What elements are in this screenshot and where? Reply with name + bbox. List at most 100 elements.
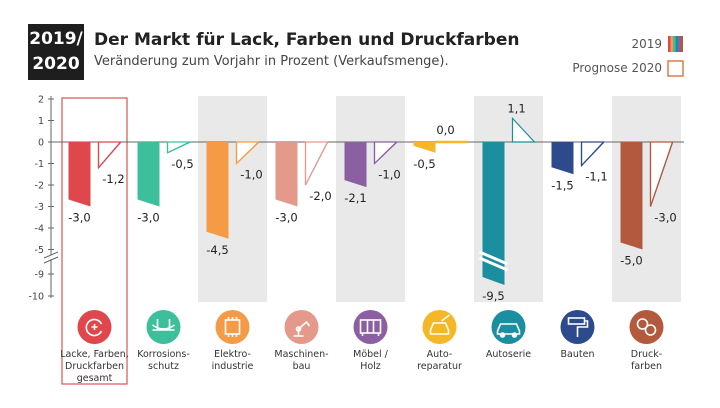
value-label-2020: -2,0: [309, 189, 331, 203]
car-icon: [491, 310, 526, 344]
bar-2019: [137, 142, 160, 207]
y-tick-label: -2: [35, 181, 44, 192]
bar-2019: [344, 142, 367, 188]
axis-break-gap: [43, 252, 59, 262]
cabinet: [359, 319, 382, 334]
roller-handle: [576, 320, 589, 337]
wrench-car-icon-glyph: [429, 314, 450, 335]
legend-stripe: [668, 36, 671, 52]
category-label: Autoserie: [486, 349, 531, 360]
bar-2020-outline: [373, 141, 397, 164]
car-wheel: [511, 332, 518, 338]
plus-mark: [91, 324, 98, 330]
category-label: Elektro-: [214, 349, 251, 360]
bar-2019: [413, 142, 436, 153]
category-label: gesamt: [77, 373, 113, 384]
chart-subtitle: Veränderung zum Vorjahr in Prozent (Verk…: [94, 54, 449, 69]
legend-label-forecast: Prognose 2020: [572, 61, 662, 75]
value-label-2020: -3,0: [654, 211, 676, 225]
bar-2019: [620, 142, 643, 250]
value-label-2019: -2,1: [344, 191, 366, 205]
y-tick-label: -10: [28, 292, 44, 303]
bridge-lines: [152, 319, 175, 331]
bar-2020-outline: [97, 141, 121, 169]
bridge-icon-glyph: [152, 319, 175, 331]
chart-title: Der Markt für Lack, Farben und Druckfarb…: [94, 30, 520, 50]
legend-stripe: [675, 36, 678, 52]
roll: [636, 318, 649, 330]
bar-2020: [511, 116, 536, 143]
bar-2020-outline: [166, 141, 190, 154]
bar-2019: [275, 142, 298, 207]
category-label: farben: [631, 361, 662, 372]
chip-icon: [215, 310, 250, 344]
y-tick-label: -1: [35, 159, 44, 170]
category-label: Lacke, Farben,: [60, 349, 129, 360]
badge-line-2: 2020: [32, 54, 80, 74]
value-label-2020: -1,0: [378, 168, 400, 182]
category-label: schutz: [148, 361, 179, 372]
printer-rolls-icon-glyph: [636, 318, 657, 336]
legend-label-2019: 2019: [631, 37, 662, 51]
value-label-2019: -4,5: [206, 243, 228, 257]
bridge-icon: [146, 310, 181, 344]
bar-break: [478, 250, 509, 266]
category-label: Auto-: [427, 349, 453, 360]
category-label: Korrosions-: [137, 349, 190, 360]
roll: [644, 324, 657, 336]
wrench-car-icon: [422, 310, 457, 344]
refresh-arc: [85, 318, 103, 337]
y-tick-label: -9: [35, 270, 44, 281]
bar-2019: [551, 142, 574, 175]
legend-stripe: [678, 36, 681, 52]
chip-icon-glyph: [224, 317, 241, 337]
category-label: industrie: [212, 361, 254, 372]
bar-2019: [68, 142, 91, 207]
arm-lines: [293, 320, 311, 337]
refresh-plus-icon-glyph: [85, 318, 103, 337]
bar-2020-outline: [580, 141, 604, 167]
legend-swatch-2019: [668, 36, 683, 52]
category-label: bau: [293, 361, 311, 372]
category-label: Holz: [360, 361, 381, 372]
legend-stripe: [670, 36, 673, 52]
chip-pins: [227, 317, 238, 337]
y-tick-label: -3: [35, 202, 44, 213]
value-label-2019: -5,0: [620, 254, 642, 268]
highlight-frame: [61, 97, 128, 385]
bar-2019: [206, 142, 229, 239]
furniture-icon-glyph: [359, 319, 382, 336]
value-label-2019: -3,0: [68, 211, 90, 225]
car-wheel: [499, 332, 506, 338]
y-tick-label: 1: [38, 116, 44, 127]
y-tick-label: -4: [35, 224, 44, 235]
legend-swatch-forecast: [667, 60, 684, 77]
bar-2019: [482, 142, 505, 285]
axis-break-mark: [43, 256, 59, 264]
bar-2020-outline: [304, 141, 329, 186]
value-label-2020: 0,0: [436, 123, 454, 137]
category-label: Maschinen-: [274, 349, 328, 360]
bar-2020-outline: [235, 141, 259, 164]
category-label: reparatur: [417, 361, 462, 372]
category-label: Möbel /: [353, 349, 389, 360]
badge-line-1: 2019/: [29, 29, 83, 49]
value-label-2019: -3,0: [137, 211, 159, 225]
value-label-2020: 1,1: [507, 101, 525, 115]
car-icon-glyph: [496, 323, 521, 338]
value-label-2019: -9,5: [482, 289, 504, 303]
axis-break-mark: [43, 251, 59, 259]
value-label-2019: -0,5: [413, 157, 435, 171]
category-label: Druckfarben: [65, 361, 124, 372]
bar-break: [478, 256, 509, 272]
legend-stripe: [680, 36, 683, 52]
arm-joint: [295, 326, 302, 332]
car-body: [496, 323, 521, 335]
paint-roller-icon-glyph: [567, 317, 589, 337]
robot-arm-icon-glyph: [293, 320, 311, 337]
y-tick-label: -5: [35, 245, 44, 256]
column-shade: [336, 96, 405, 302]
value-label-2020: -1,0: [240, 168, 262, 182]
value-label-2020: -1,1: [585, 170, 607, 184]
